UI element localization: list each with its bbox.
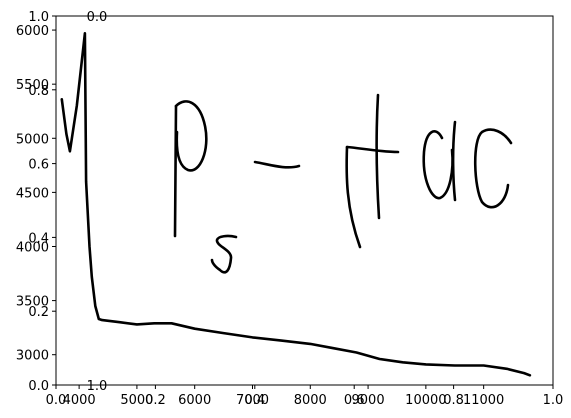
- stray-label-bottom: 1.0: [87, 379, 108, 394]
- y-tick-label: 5000: [16, 132, 49, 147]
- overlay-x-tick-label: 0.6: [344, 393, 365, 408]
- handwriting-stroke-p-bowl: [174, 100, 208, 172]
- x-tick-label: 5000: [120, 393, 153, 408]
- x-tick-label: 10000: [405, 393, 446, 408]
- overlay-y-tick-label: 0.8: [28, 84, 49, 99]
- overlay-y-tick-label: 1.0: [28, 10, 49, 25]
- handwriting-stroke-p-stem: [173, 104, 178, 238]
- handwriting-stroke-c: [473, 128, 513, 209]
- overlay-y-tick-label: 0.4: [28, 231, 49, 246]
- x-tick-label: 6000: [178, 393, 211, 408]
- y-tick-label: 5500: [16, 78, 49, 93]
- y-tick-label: 6000: [16, 24, 49, 39]
- y-tick-label: 3000: [16, 349, 49, 364]
- handwriting-stroke-t-top: [345, 145, 400, 154]
- x-tick-label: 8000: [294, 393, 327, 408]
- overlay-y-tick-label: 0.6: [28, 158, 49, 173]
- overlay-x-tick-label: 0.4: [244, 393, 265, 408]
- y-tick-label: 4500: [16, 186, 49, 201]
- handwriting-stroke-t-left: [345, 145, 362, 249]
- handwriting-stroke-t-right: [375, 93, 381, 220]
- overlay-x-tick-label: 0.8: [443, 393, 464, 408]
- overlay-x-tick-label: 1.0: [543, 393, 564, 408]
- overlay-y-tick-label: 0.0: [28, 379, 49, 394]
- overlay-y-tick-label: 0.2: [28, 305, 49, 320]
- plot-background: [56, 16, 553, 385]
- handwriting-stroke-s: [210, 234, 238, 274]
- y-tick-label: 4000: [16, 240, 49, 255]
- handwriting-stroke-a-bowl: [422, 130, 454, 200]
- x-tick-label: 11000: [463, 393, 504, 408]
- tick-layer: 4000 5000 6000 7000 8000 9000 10000 11000 3000 35…: [16, 10, 563, 408]
- series-line-0: [60, 31, 532, 377]
- plot-frame: [55, 15, 554, 386]
- x-tick-label: 4000: [63, 393, 96, 408]
- x-tick-label: 7000: [236, 393, 269, 408]
- overlay-x-tick-label: 0.0: [46, 393, 67, 408]
- overlay-x-tick-label: 0.2: [145, 393, 166, 408]
- series-layer: [60, 31, 532, 377]
- handwriting-stroke-dash: [253, 160, 301, 169]
- handwriting-stroke-a-stem: [451, 120, 457, 202]
- handwriting-annotation: [173, 93, 513, 274]
- y-tick-label: 3500: [16, 295, 49, 310]
- x-tick-label: 9000: [352, 393, 385, 408]
- stray-label-top: 0.0: [87, 10, 108, 25]
